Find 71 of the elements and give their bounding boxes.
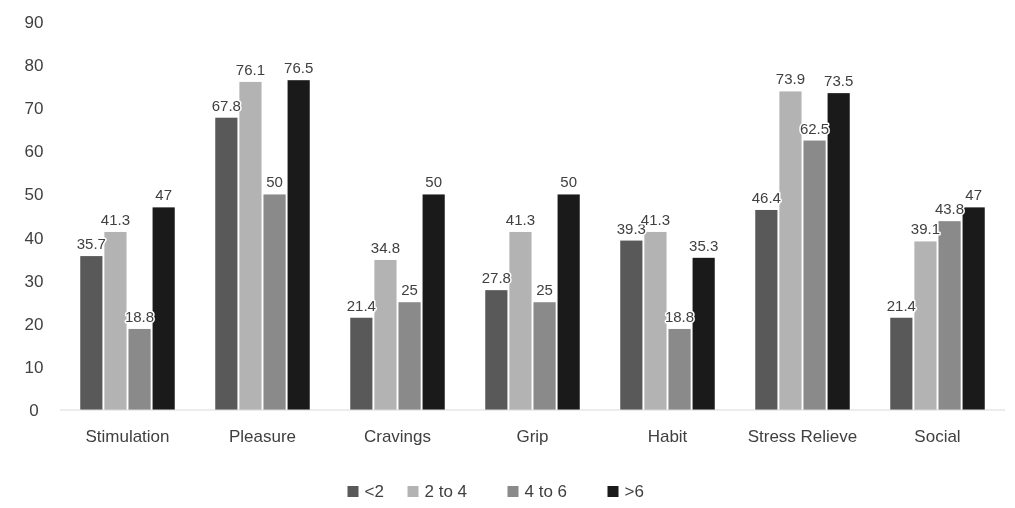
bar: [668, 328, 691, 410]
bar: [755, 209, 778, 410]
x-tick-label: Social: [914, 427, 961, 446]
data-label: 50: [560, 173, 577, 191]
data-label: 50: [425, 173, 442, 191]
y-tick-label: 0: [29, 401, 39, 420]
bar: [287, 80, 310, 410]
data-label: 25: [401, 281, 418, 299]
data-label: 34.8: [370, 238, 401, 256]
bar: [620, 240, 643, 410]
y-tick-label: 80: [24, 56, 44, 76]
data-label: 35.3: [689, 236, 719, 254]
y-tick-label: 10: [24, 357, 44, 377]
data-label: 41.3: [100, 210, 131, 228]
y-tick-label: 30: [24, 271, 44, 291]
data-label: 43.8: [934, 200, 965, 218]
bar: [644, 231, 667, 410]
bar: [779, 91, 802, 410]
bar: [128, 328, 151, 410]
bar: [263, 194, 286, 410]
data-label: 25: [536, 281, 553, 299]
bar: [104, 231, 127, 410]
bar: [914, 241, 937, 410]
bar: [398, 302, 421, 410]
data-label: 67.8: [211, 96, 241, 114]
x-tick-label: Habit: [647, 427, 688, 446]
bar: [350, 317, 373, 410]
data-label: 35.7: [76, 235, 106, 253]
x-tick-label: Grip: [516, 427, 549, 446]
data-label: 46.4: [751, 188, 781, 206]
y-tick-label: 70: [24, 99, 44, 119]
bar: [557, 194, 580, 410]
bar: [803, 140, 826, 410]
bar: [827, 93, 850, 410]
y-tick-label: 50: [24, 185, 44, 205]
data-label: 73.5: [824, 72, 854, 90]
x-tick-label: Stress Relieve: [747, 427, 858, 446]
legend-label: 2 to 4: [424, 482, 468, 501]
y-tick-label: 90: [24, 13, 44, 32]
data-label: 21.4: [346, 296, 376, 314]
y-tick-label: 40: [24, 228, 44, 248]
bar: [962, 207, 985, 410]
bar: [692, 257, 715, 410]
legend-label: >6: [624, 482, 644, 501]
bar: [152, 207, 175, 410]
bar: [422, 194, 445, 410]
legend-label: 4 to 6: [524, 482, 568, 501]
data-label: 73.9: [775, 70, 806, 88]
legend-label: <2: [364, 482, 384, 501]
bar: [533, 302, 556, 410]
x-tick-label: Cravings: [363, 427, 432, 446]
bar: [938, 221, 961, 410]
data-label: 41.3: [505, 210, 536, 228]
data-label: 76.5: [284, 59, 314, 77]
x-tick-label: Stimulation: [85, 427, 170, 446]
bar: [80, 256, 103, 410]
bar: [485, 290, 508, 410]
bar: [215, 117, 238, 410]
y-tick-label: 20: [24, 314, 44, 334]
bar: [239, 81, 262, 410]
y-tick-label: 60: [24, 142, 44, 162]
bar: [374, 259, 397, 410]
data-label: 27.8: [481, 269, 511, 287]
data-label: 50: [266, 173, 283, 191]
data-label: 21.4: [886, 296, 916, 314]
x-tick-label: Pleasure: [228, 427, 297, 446]
data-label: 47: [155, 186, 172, 204]
data-label: 47: [965, 186, 982, 204]
data-label: 76.1: [235, 60, 266, 78]
bar: [890, 317, 913, 410]
bar: [509, 231, 532, 410]
